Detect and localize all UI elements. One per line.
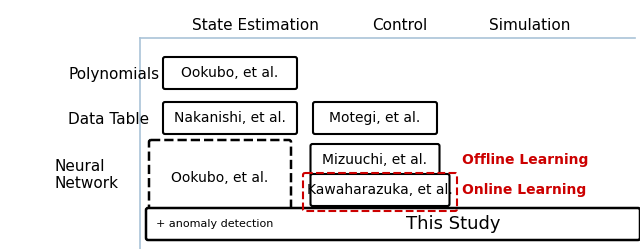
- Text: Polynomials: Polynomials: [68, 67, 159, 82]
- Text: Simulation: Simulation: [490, 18, 571, 33]
- FancyBboxPatch shape: [310, 144, 440, 176]
- Text: Online Learning: Online Learning: [462, 183, 586, 197]
- FancyBboxPatch shape: [163, 57, 297, 89]
- Text: Kawaharazuka, et al.: Kawaharazuka, et al.: [307, 183, 453, 197]
- Text: Control: Control: [372, 18, 428, 33]
- Text: Neural
Network: Neural Network: [55, 159, 119, 191]
- Text: Ookubo, et al.: Ookubo, et al.: [172, 171, 269, 185]
- FancyBboxPatch shape: [149, 140, 291, 216]
- Text: Ookubo, et al.: Ookubo, et al.: [181, 66, 278, 80]
- FancyBboxPatch shape: [163, 102, 297, 134]
- Text: Nakanishi, et al.: Nakanishi, et al.: [174, 111, 286, 125]
- FancyBboxPatch shape: [146, 208, 640, 240]
- Text: Motegi, et al.: Motegi, et al.: [330, 111, 420, 125]
- Text: + anomaly detection: + anomaly detection: [156, 219, 273, 229]
- FancyBboxPatch shape: [313, 102, 437, 134]
- Text: Data Table: Data Table: [68, 113, 149, 127]
- Text: This Study: This Study: [406, 215, 500, 233]
- Text: State Estimation: State Estimation: [191, 18, 319, 33]
- FancyBboxPatch shape: [310, 174, 449, 206]
- Text: Mizuuchi, et al.: Mizuuchi, et al.: [323, 153, 428, 167]
- Text: Offline Learning: Offline Learning: [462, 153, 588, 167]
